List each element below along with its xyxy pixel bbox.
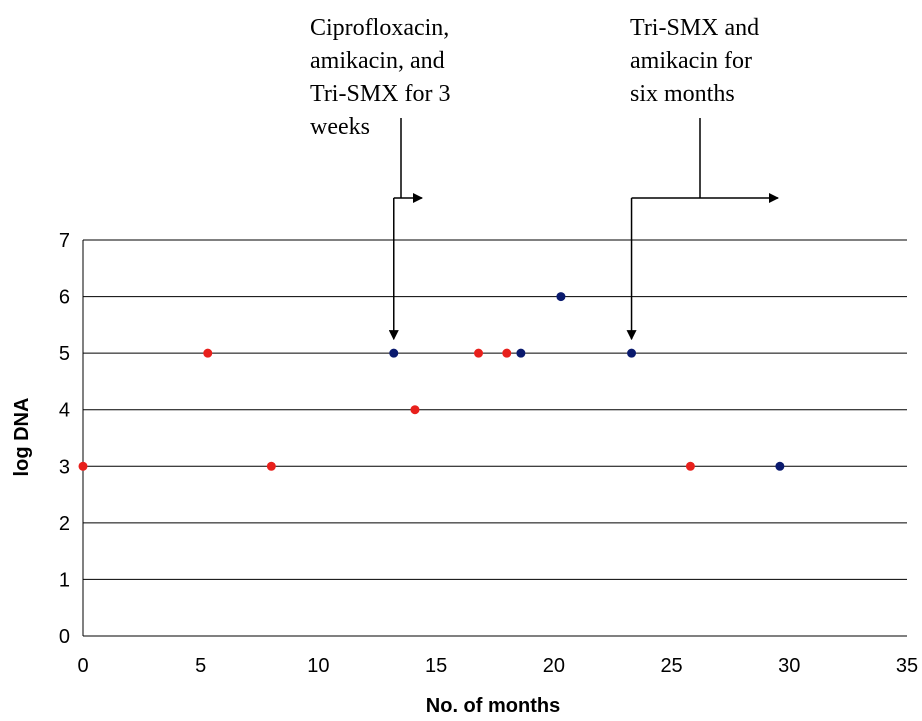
- annotation-1: Ciprofloxacin, amikacin, and Tri-SMX for 3…: [310, 15, 450, 341]
- annotation-line: amikacin, and: [310, 48, 445, 74]
- annotation-line: Tri-SMX and: [630, 15, 759, 41]
- x-tick-label: 25: [660, 655, 682, 677]
- data-point: [516, 348, 526, 358]
- x-tick-label: 30: [778, 655, 800, 677]
- annotation-line: Tri-SMX for 3: [310, 81, 450, 107]
- annotation-line: weeks: [310, 114, 370, 140]
- y-tick-label: 2: [59, 513, 70, 535]
- data-point: [474, 348, 484, 358]
- data-point: [389, 348, 399, 358]
- data-point: [775, 461, 785, 471]
- annotation-line: amikacin for: [630, 48, 752, 74]
- data-point: [502, 348, 512, 358]
- data-point: [203, 348, 213, 358]
- y-tick-label: 0: [59, 626, 70, 648]
- x-axis-title: No. of months: [426, 695, 560, 717]
- annotation-line: Ciprofloxacin,: [310, 15, 449, 41]
- x-tick-label: 0: [77, 655, 88, 677]
- x-tick-label: 5: [195, 655, 206, 677]
- x-tick-label: 15: [425, 655, 447, 677]
- data-point: [685, 461, 695, 471]
- y-tick-label: 4: [59, 400, 70, 422]
- data-point: [627, 348, 637, 358]
- x-tick-label: 20: [543, 655, 565, 677]
- y-axis-title: log DNA: [11, 398, 33, 477]
- data-point: [556, 292, 566, 302]
- data-point: [410, 405, 420, 415]
- y-tick-label: 3: [59, 456, 70, 478]
- y-tick-label: 6: [59, 287, 70, 309]
- y-tick-label: 7: [59, 230, 70, 252]
- x-tick-label: 10: [307, 655, 329, 677]
- data-point: [78, 461, 88, 471]
- data-point: [266, 461, 276, 471]
- annotation-2: Tri-SMX and amikacin for six months: [626, 15, 779, 341]
- x-tick-label: 35: [896, 655, 918, 677]
- y-tick-label: 5: [59, 343, 70, 365]
- y-tick-label: 1: [59, 569, 70, 591]
- annotation-line: six months: [630, 81, 735, 107]
